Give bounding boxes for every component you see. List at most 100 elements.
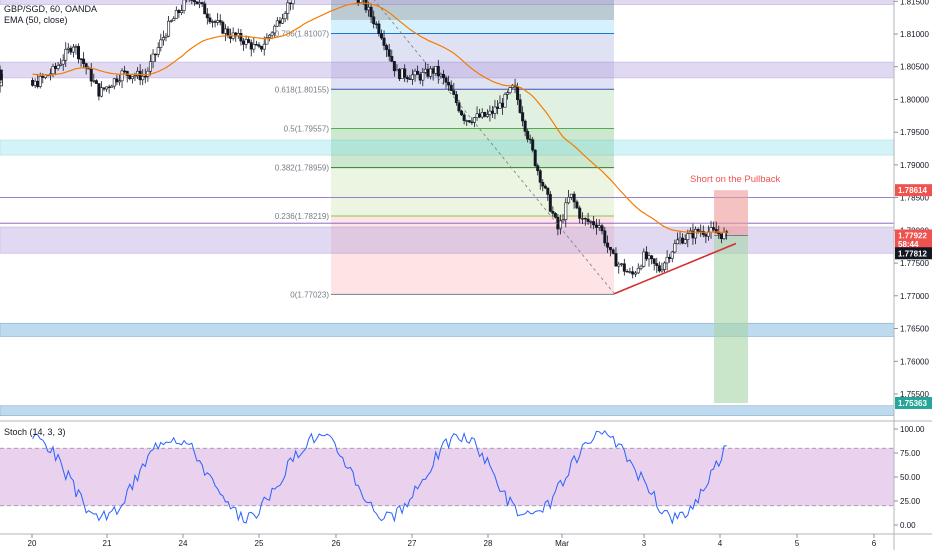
candle-body xyxy=(112,78,116,87)
stoch-tick-label: 25.00 xyxy=(900,497,921,506)
candle-body xyxy=(657,265,661,272)
candle-body xyxy=(364,0,368,11)
candle-body xyxy=(92,80,96,82)
candle-body xyxy=(288,2,292,5)
candle-body xyxy=(283,13,287,20)
candle-body xyxy=(683,239,687,244)
candle-body xyxy=(174,10,178,19)
time-tick-label: 20 xyxy=(28,539,37,548)
fib-level-label: 0.236(1.78219) xyxy=(275,212,330,221)
candle-body xyxy=(413,70,417,76)
candle-body xyxy=(177,10,181,13)
candle-body xyxy=(267,34,271,38)
candle-body xyxy=(460,110,464,116)
fib-level-label: 0.618(1.80155) xyxy=(275,85,330,94)
candle-body xyxy=(270,32,274,36)
candle-body xyxy=(478,113,482,118)
candle-body xyxy=(249,42,253,50)
candle-body xyxy=(390,56,394,62)
candle-body xyxy=(205,13,209,19)
candle-body xyxy=(606,242,610,248)
candle-body xyxy=(586,218,590,222)
time-tick-label: 27 xyxy=(408,539,417,548)
candle-body xyxy=(490,110,494,114)
candle-body xyxy=(195,1,199,5)
price-tag xyxy=(895,247,932,260)
candle-body xyxy=(426,68,430,77)
candle-body xyxy=(600,225,604,232)
stoch-pane xyxy=(0,430,894,525)
candle-body xyxy=(541,182,545,187)
candle-body xyxy=(614,253,618,267)
candle-body xyxy=(447,81,451,86)
time-tick-label: 4 xyxy=(718,539,723,548)
candle-body xyxy=(548,194,552,212)
candle-body xyxy=(457,102,461,112)
price-tick-label: 1.75500 xyxy=(900,390,929,399)
time-tick-label: 3 xyxy=(642,539,647,548)
trend-line xyxy=(613,242,737,295)
candle-body xyxy=(644,251,648,260)
candle-body xyxy=(521,112,525,122)
price-tag-label: 1.77812 xyxy=(898,249,927,258)
candle-body xyxy=(523,120,527,132)
price-tick-label: 1.79500 xyxy=(900,128,929,137)
candle-body xyxy=(608,246,612,251)
candle-body xyxy=(636,267,640,274)
price-tag-label: 1.77922 xyxy=(898,231,927,240)
candle-body xyxy=(620,263,624,265)
candle-body xyxy=(508,87,512,94)
fib-level-label: 0.786(1.81007) xyxy=(275,30,330,39)
candle-body xyxy=(379,33,383,39)
candle-body xyxy=(167,20,171,37)
candle-body xyxy=(115,78,119,83)
candle-body xyxy=(38,76,42,87)
candle-body xyxy=(462,114,466,121)
candle-body xyxy=(291,0,295,5)
candle-body xyxy=(387,49,391,57)
candle-body xyxy=(625,271,629,273)
candle-body xyxy=(382,37,386,46)
candle-body xyxy=(226,28,230,37)
candle-body xyxy=(385,45,389,50)
candle-body xyxy=(400,68,404,80)
price-tick-label: 1.77500 xyxy=(900,259,929,268)
candle-body xyxy=(516,86,520,101)
candle-body xyxy=(501,102,505,108)
price-tick-label: 1.76000 xyxy=(900,357,929,366)
candle-body xyxy=(421,72,425,81)
candle-body xyxy=(244,39,248,45)
price-tick-label: 1.80500 xyxy=(900,63,929,72)
candle-body xyxy=(567,197,571,204)
candle-body xyxy=(569,193,573,198)
candle-body xyxy=(665,256,669,264)
candle-body xyxy=(719,233,723,239)
candle-body xyxy=(151,53,155,63)
candle-body xyxy=(395,69,399,72)
candle-body xyxy=(488,110,492,115)
candle-body xyxy=(154,53,158,56)
candle-body xyxy=(444,77,448,83)
candle-body xyxy=(64,49,68,61)
candle-body xyxy=(102,87,106,90)
candle-body xyxy=(169,20,173,22)
candle-body xyxy=(172,18,176,22)
candle-body xyxy=(639,265,643,269)
candle-body xyxy=(673,243,677,253)
candle-body xyxy=(120,70,124,82)
time-tick-label: Mar xyxy=(555,539,569,548)
support-zone xyxy=(0,405,895,416)
candle-body xyxy=(156,47,160,55)
candle-body xyxy=(441,73,445,79)
candle-body xyxy=(356,0,360,3)
candle-body xyxy=(74,46,78,48)
candle-body xyxy=(617,263,621,267)
stoch-tick-label: 50.00 xyxy=(900,473,921,482)
candle-body xyxy=(611,249,615,254)
price-tick-label: 1.81500 xyxy=(900,0,929,6)
candle-body xyxy=(403,68,407,78)
candle-body xyxy=(56,65,60,69)
candle-body xyxy=(642,251,646,267)
candle-body xyxy=(498,102,502,109)
